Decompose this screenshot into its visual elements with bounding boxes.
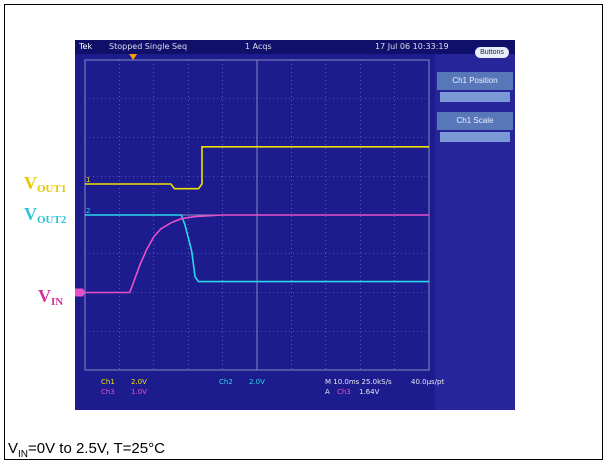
trace-ch1 [85,146,429,190]
trigger-channel-readout: Ch3 [337,388,351,396]
ch2-ground-marker: 2 [86,207,90,215]
ch1-scale-value[interactable] [440,132,510,142]
scope-date: 17 Jul 06 10:33:19 [375,42,449,51]
ch3-ground-marker [75,288,85,297]
ch2-scale-readout: 2.0V [249,378,265,386]
sample-interval-readout: 40.0µs/pt [411,378,445,386]
oscilloscope-screen: 1 2 Tek Stopped Single Seq 1 Acqs 17 Jul … [75,40,515,410]
trigger-position-marker [129,54,138,60]
vout2-label-main: V [24,204,37,224]
trace-ch2 [85,214,429,283]
caption-sub: IN [18,449,29,460]
ch2-readout: Ch2 [219,378,233,386]
vout2-label-sub: OUT2 [37,214,67,226]
trigger-source-label: A [325,388,330,396]
vin-label-main: V [38,286,51,306]
buttons-button[interactable]: Buttons [475,47,509,58]
trigger-level-readout: 1.64V [359,388,380,396]
figure-caption: VIN=0V to 2.5V, T=25°C [8,440,165,460]
scope-mode-label: Tek [79,42,93,51]
scope-acq-count: 1 Acqs [245,42,272,51]
scope-acq-state: Stopped Single Seq [109,42,188,51]
figure-frame [4,4,603,460]
vout2-label: VOUT2 [24,204,66,226]
ch3-readout: Ch3 [101,388,115,396]
vin-label-sub: IN [51,296,64,308]
ch1-position-button[interactable]: Ch1 Position [437,72,513,90]
ch1-ground-marker: 1 [86,176,90,184]
ch1-readout: Ch1 [101,378,115,386]
ch1-scale-button[interactable]: Ch1 Scale [437,112,513,130]
vin-label: VIN [38,286,63,308]
vout1-label-sub: OUT1 [37,183,67,195]
caption-rest: =0V to 2.5V, T=25°C [28,440,165,457]
trace-ch3 [85,214,429,294]
vout1-label: VOUT1 [24,173,66,195]
ch1-scale-readout: 2.0V [131,378,147,386]
scope-side-panel [435,54,515,410]
scope-top-bar [75,40,515,54]
vout1-label-main: V [24,173,37,193]
timebase-readout: M 10.0ms 25.0kS/s [325,378,392,386]
ch3-scale-readout: 1.0V [131,388,147,396]
ch1-position-value[interactable] [440,92,510,102]
caption-prefix: V [8,440,19,457]
